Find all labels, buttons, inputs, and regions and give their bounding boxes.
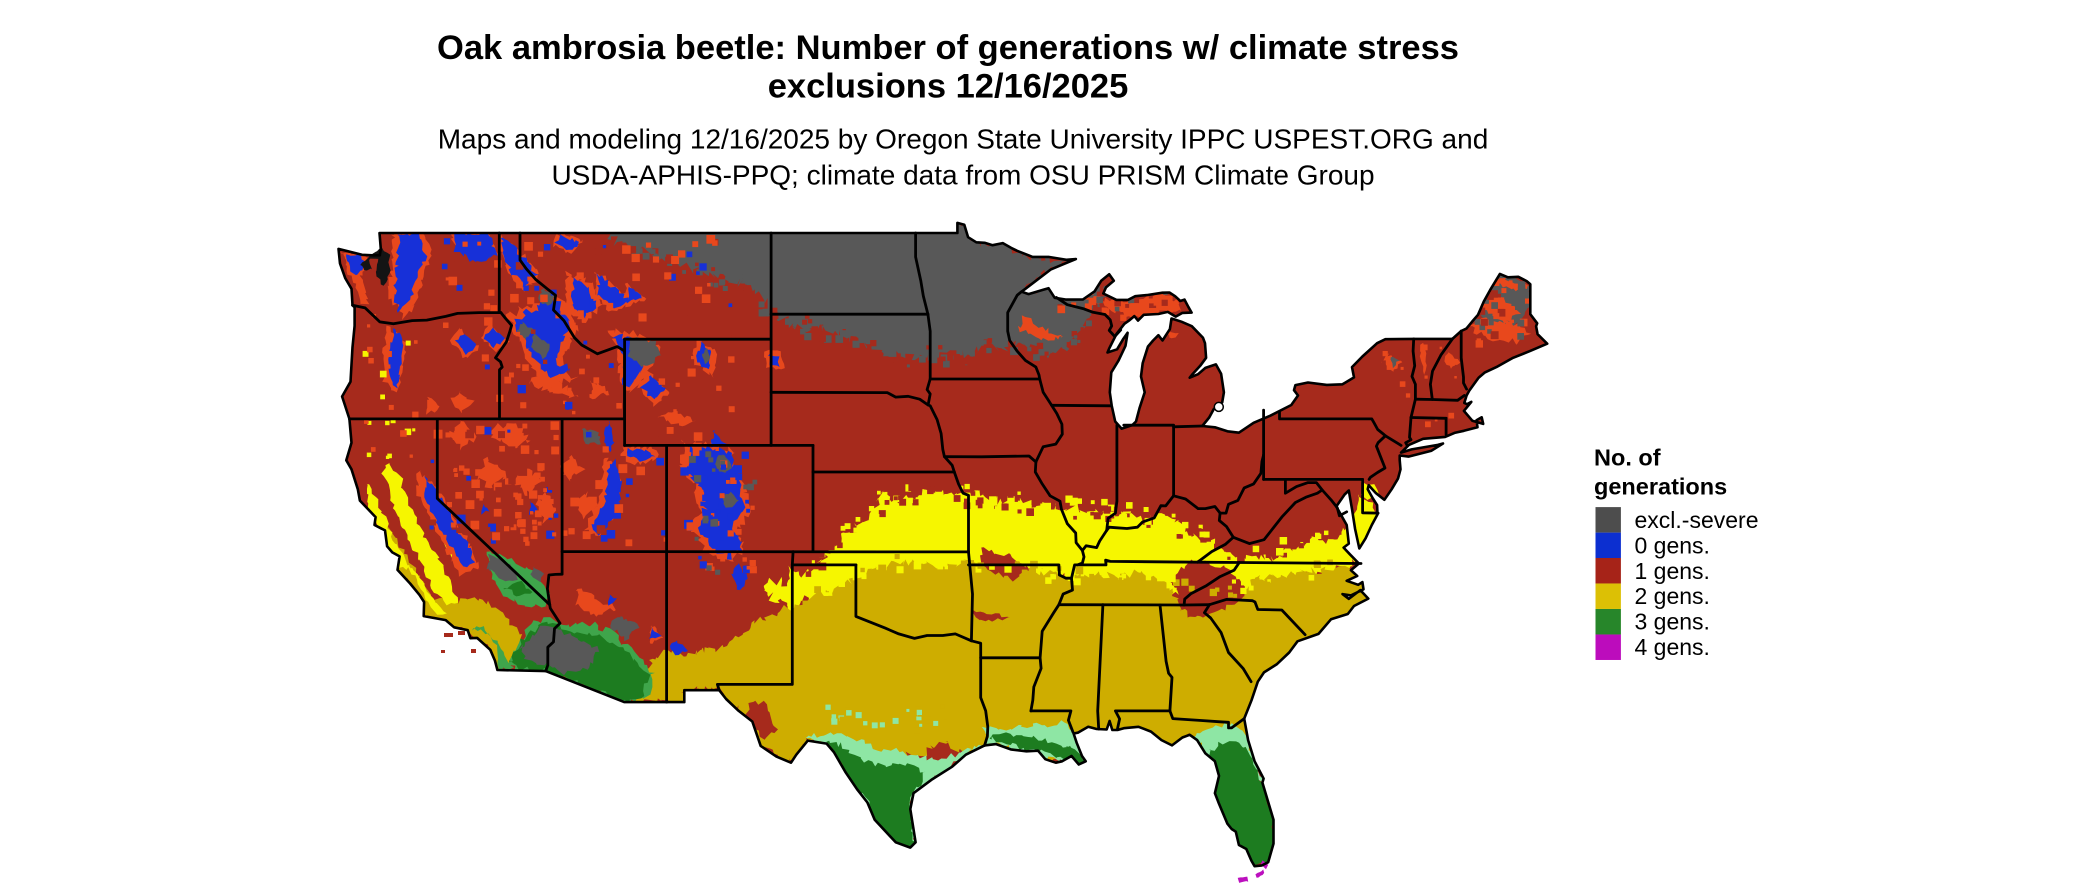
svg-text:2 gens.: 2 gens.: [1635, 583, 1710, 609]
svg-text:No. of: No. of: [1594, 445, 1661, 471]
svg-text:excl.-severe: excl.-severe: [1635, 507, 1759, 533]
svg-text:exclusions 12/16/2025: exclusions 12/16/2025: [768, 68, 1129, 106]
svg-text:Maps and modeling 12/16/2025 b: Maps and modeling 12/16/2025 by Oregon S…: [438, 124, 1489, 155]
svg-text:1 gens.: 1 gens.: [1635, 558, 1710, 584]
svg-text:4 gens.: 4 gens.: [1635, 634, 1710, 660]
svg-text:Oak ambrosia beetle: Number of: Oak ambrosia beetle: Number of generatio…: [437, 29, 1459, 67]
svg-text:generations: generations: [1594, 474, 1727, 500]
svg-text:3 gens.: 3 gens.: [1635, 609, 1710, 635]
svg-text:USDA-APHIS-PPQ; climate data f: USDA-APHIS-PPQ; climate data from OSU PR…: [551, 160, 1374, 191]
svg-text:0 gens.: 0 gens.: [1635, 532, 1710, 558]
